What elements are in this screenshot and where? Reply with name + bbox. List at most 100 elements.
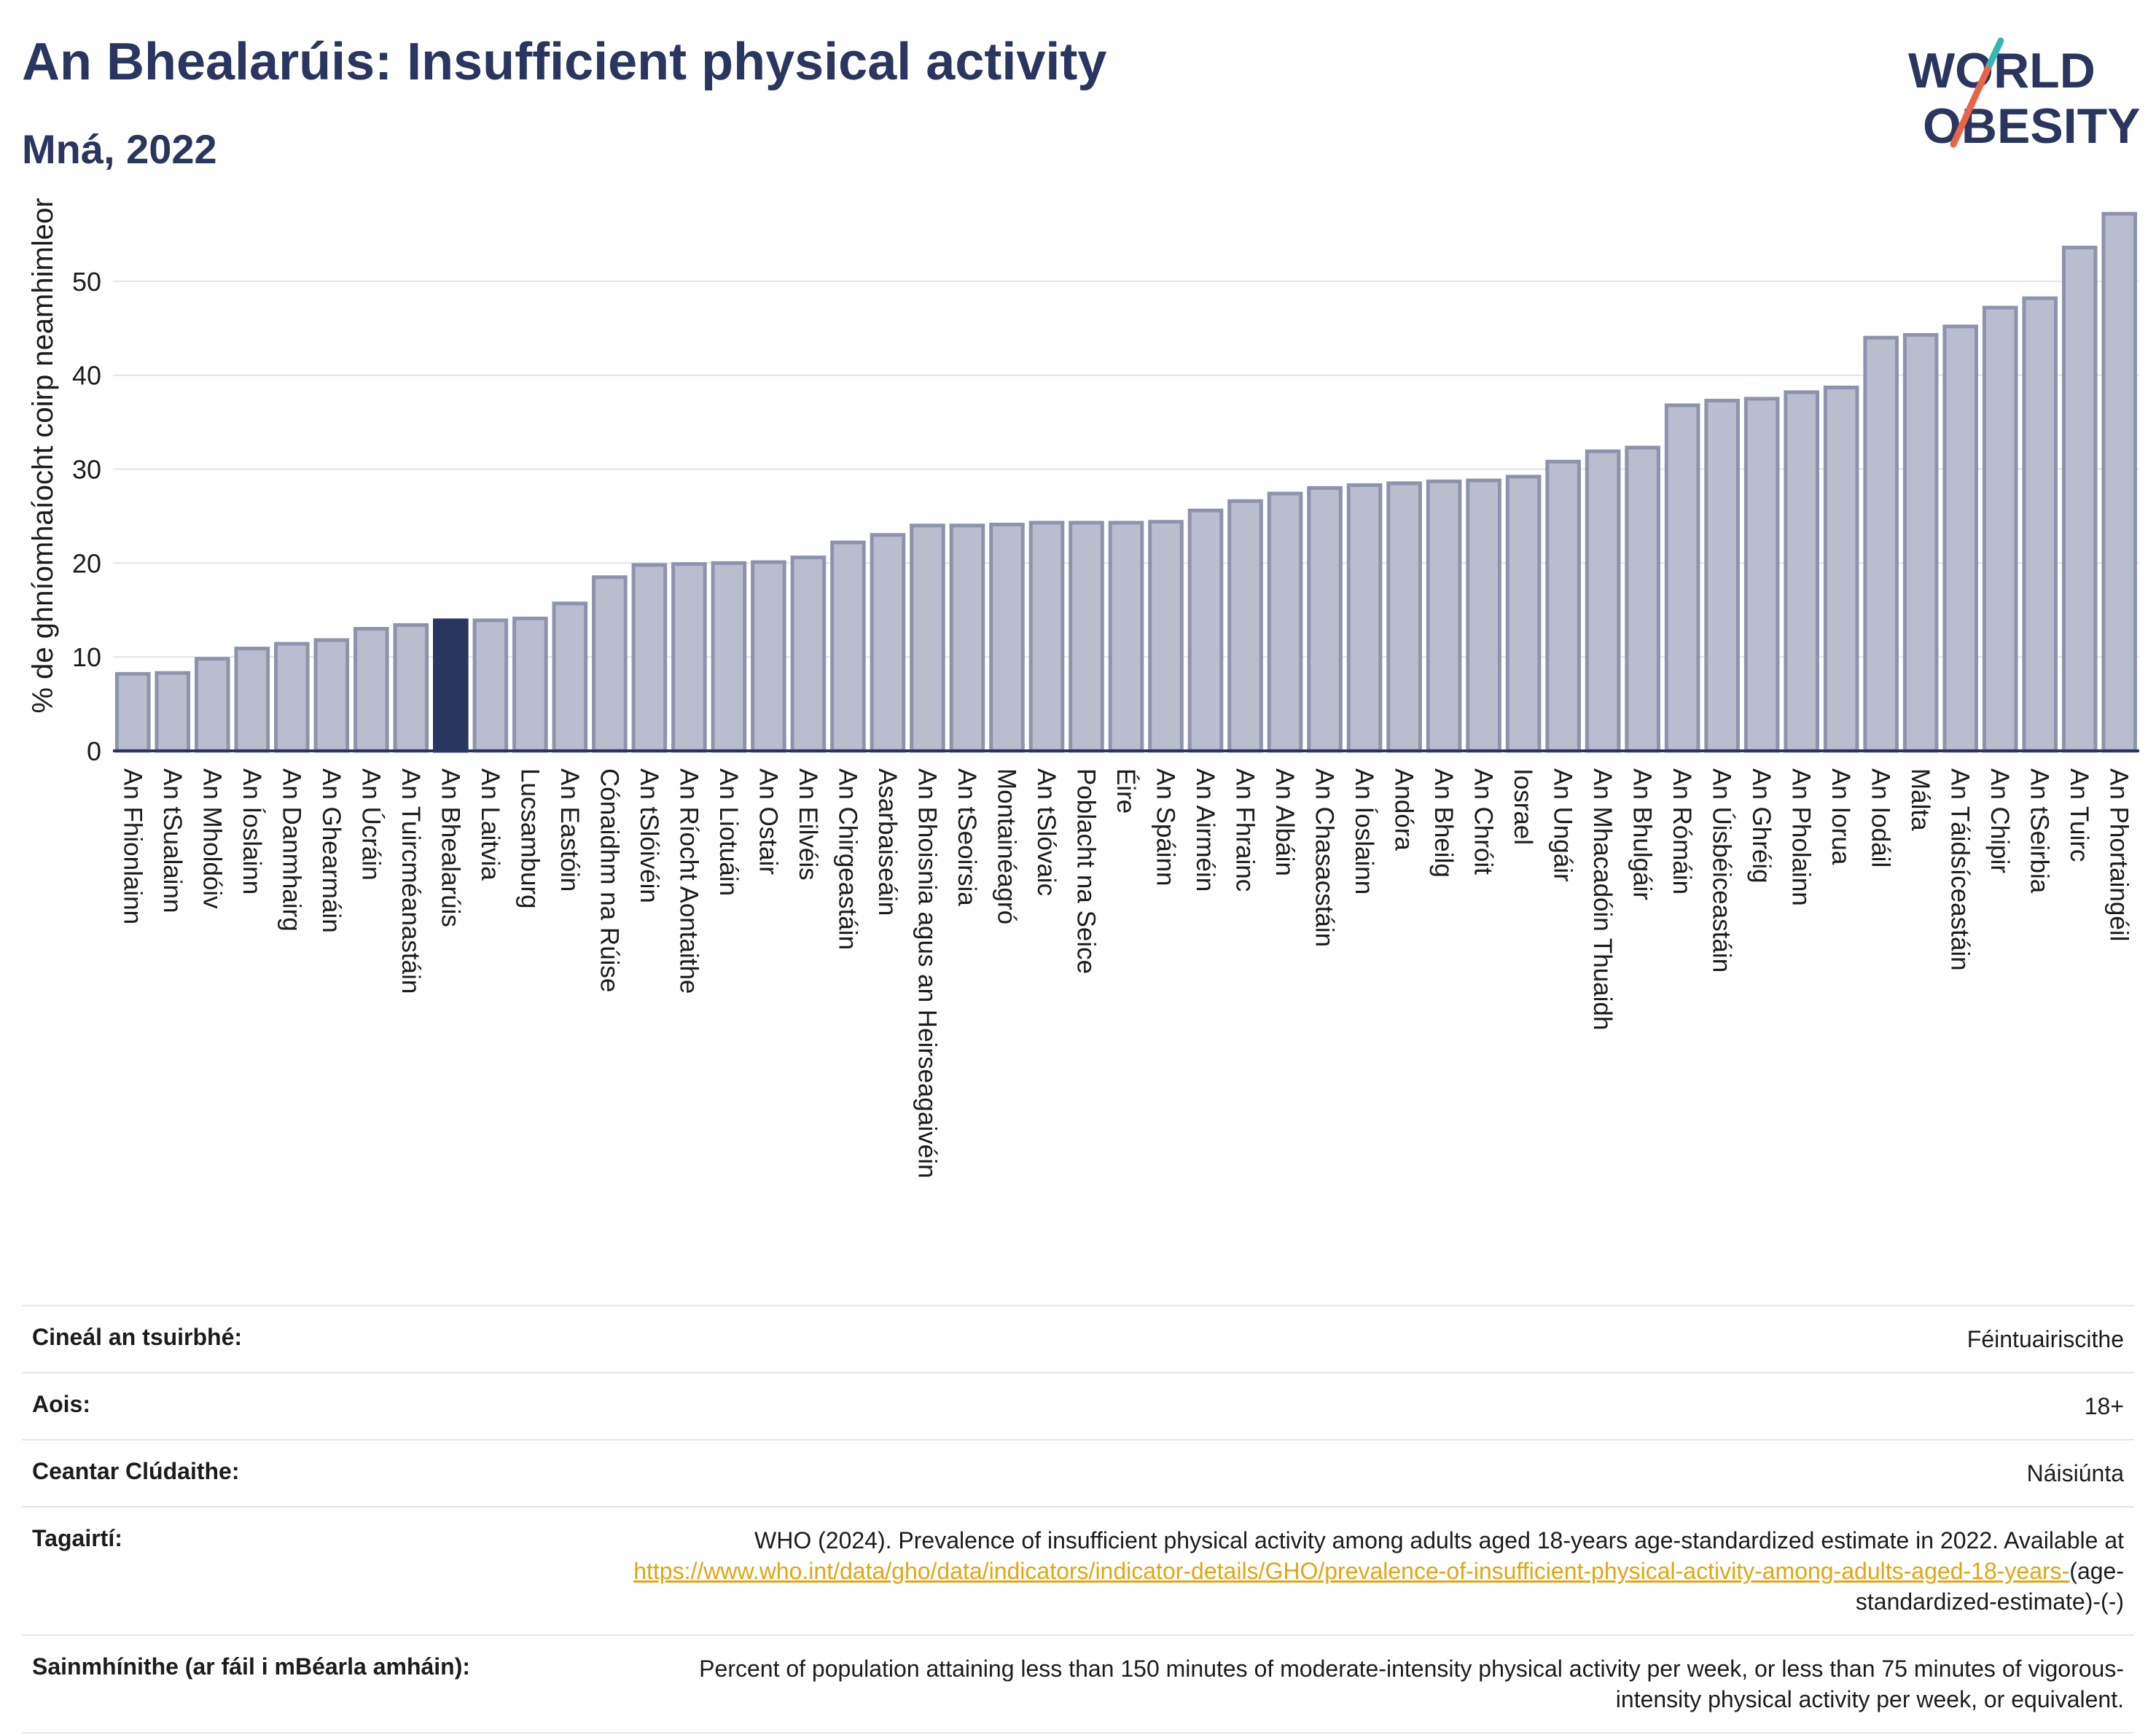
bar [631, 563, 668, 753]
y-tick-label: 20 [72, 548, 101, 578]
page-subtitle: Mná, 2022 [22, 126, 217, 172]
meta-row-coverage: Ceantar Clúdaithe: Náisiúnta [22, 1439, 2134, 1507]
x-tick-label: An Ghréig [1747, 768, 1776, 884]
x-tick-label: An Mholdóiv [198, 768, 226, 909]
x-tick-label: An Phortaingéil [2105, 768, 2133, 941]
x-tick-label: Cónaidhm na Rúise [595, 768, 623, 992]
x-tick-label: Lucsamburg [515, 768, 544, 909]
bar [1028, 520, 1065, 753]
y-tick-label: 30 [72, 455, 101, 485]
x-tick-label: Asarbaiseáin [873, 768, 902, 916]
bar [910, 523, 945, 753]
x-tick-label: An Mhacadóin Thuaidh [1588, 768, 1617, 1030]
meta-label: Cineál an tsuirbhé: [22, 1305, 611, 1373]
bar [989, 523, 1025, 753]
meta-value: WHO (2024). Prevalence of insufficient p… [611, 1506, 2134, 1635]
bar [2061, 246, 2098, 753]
bar [1148, 520, 1184, 753]
x-tick-label: An Íoslainn [238, 768, 266, 894]
bar [592, 575, 628, 753]
meta-value: Percent of population attaining less tha… [611, 1634, 2134, 1734]
x-tick-label: An Laitvia [476, 768, 504, 881]
logo-slash-icon [1950, 61, 1993, 148]
y-tick-label: 50 [72, 267, 101, 297]
bar [472, 618, 509, 753]
x-tick-label: An Chasacstáin [1311, 768, 1339, 947]
bar [1863, 335, 1899, 753]
x-tick-label: An Fhionlainn [118, 768, 147, 924]
meta-row-references: Tagairtí: WHO (2024). Prevalence of insu… [22, 1506, 2134, 1635]
bar [1664, 403, 1700, 753]
bar [194, 657, 230, 753]
bar [751, 560, 786, 753]
meta-label: Ceantar Clúdaithe: [22, 1439, 611, 1507]
x-tick-label: An Danmhairg [277, 768, 305, 932]
meta-row-definitions: Sainmhínithe (ar fáil i mBéarla amháin):… [22, 1634, 2134, 1734]
x-tick-label: Montainéagró [992, 768, 1020, 924]
x-tick-label: An Pholainn [1787, 768, 1816, 906]
reference-link[interactable]: https://www.who.int/data/gho/data/indica… [633, 1558, 2070, 1584]
bar [1426, 479, 1462, 753]
y-tick-labels: 0 10 20 30 40 50 [72, 267, 101, 766]
x-tick-label: An tSlóivéin [635, 768, 663, 903]
logo-slash-accent-icon [1986, 37, 2004, 68]
metadata-table: Cineál an tsuirbhé: Féintuairiscithe Aoi… [22, 1305, 2134, 1734]
bar [1625, 445, 1660, 753]
x-tick-labels: An Fhionlainn An tSualainn An Mholdóiv An Í… [118, 768, 2133, 1178]
x-tick-label: An Úisbéiceastáin [1708, 768, 1736, 972]
bar [234, 647, 270, 753]
bar [1108, 520, 1144, 753]
bar [790, 555, 827, 753]
x-tick-label: An Ghearmáin [317, 768, 345, 933]
x-tick-label: Poblacht na Seice [1071, 768, 1100, 974]
x-tick-label: An Ostair [754, 768, 782, 875]
bar [870, 533, 906, 753]
x-tick-label: An tSeirbia [2026, 768, 2054, 894]
bar [155, 671, 191, 753]
bar [2101, 211, 2138, 753]
bar [2022, 296, 2058, 753]
bar [830, 540, 866, 753]
y-tick-label: 0 [87, 736, 101, 766]
x-tick-label: An Eastóin [555, 768, 584, 892]
x-tick-label: An Chróit [1469, 768, 1498, 875]
x-tick-label: An Albáin [1270, 768, 1299, 876]
x-tick-label: An Táidsíceastáin [1946, 768, 1975, 971]
x-tick-label: Andóra [1390, 768, 1418, 851]
x-tick-label: An tSualainn [158, 768, 187, 913]
bar [1187, 508, 1224, 753]
world-obesity-logo: WORLD OBESITY [1908, 37, 2141, 152]
y-tick-label: 10 [72, 642, 101, 672]
x-tick-label: Iosrael [1509, 768, 1537, 845]
bar [1902, 332, 1939, 753]
x-tick-label: An Fhrainc [1231, 768, 1259, 892]
meta-row-survey-type: Cineál an tsuirbhé: Féintuairiscithe [22, 1305, 2134, 1373]
bar [1386, 481, 1422, 753]
bar [114, 671, 151, 753]
x-tick-label: An tSlóvaic [1032, 768, 1061, 896]
bar [1743, 397, 1780, 753]
reference-text: WHO (2024). Prevalence of insufficient p… [754, 1527, 2124, 1553]
x-tick-label: An Spáinn [1152, 768, 1180, 886]
x-tick-label: An Ungáir [1549, 768, 1577, 882]
x-tick-label: An Tuircméanastáin [397, 768, 425, 994]
bar [552, 601, 588, 753]
page-title: An Bhealarúis: Insufficient physical act… [22, 33, 1107, 91]
reference-suffix: (age-standardized-estimate)-(-) [1855, 1558, 2124, 1615]
svg-text:WORLD: WORLD [1908, 43, 2096, 98]
bar [1466, 478, 1501, 753]
bar [671, 562, 707, 753]
bar [1545, 459, 1581, 753]
bar [1585, 449, 1621, 753]
bar [1784, 390, 1819, 753]
x-tick-label: An Ríocht Aontaithe [674, 768, 703, 994]
bar [1704, 399, 1740, 753]
bar [1505, 475, 1542, 753]
bar [1227, 499, 1263, 753]
meta-row-age: Aois: 18+ [22, 1372, 2134, 1440]
x-tick-label: An tSeoirsia [953, 768, 981, 906]
meta-value: Féintuairiscithe [611, 1305, 2134, 1373]
x-tick-label: An Úcráin [356, 768, 385, 881]
meta-value: Náisiúnta [611, 1439, 2134, 1507]
